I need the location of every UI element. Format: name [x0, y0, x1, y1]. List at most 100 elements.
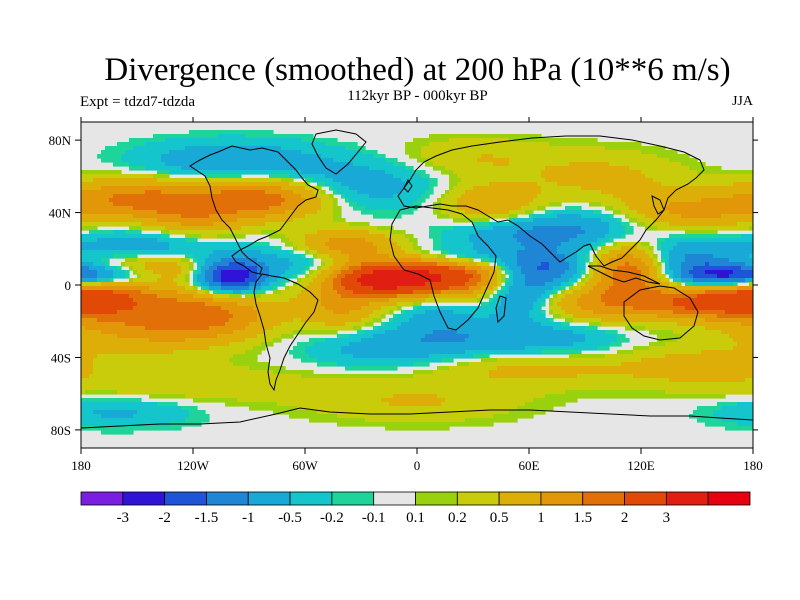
- contour-cell: [693, 282, 734, 287]
- contour-cell: [609, 226, 626, 231]
- contour-cell: [81, 414, 102, 419]
- contour-cell: [289, 182, 306, 187]
- contour-cell: [409, 318, 534, 323]
- contour-cell: [81, 290, 114, 295]
- coastline-africa: [389, 205, 497, 331]
- contour-cell: [705, 318, 753, 323]
- contour-cell: [337, 334, 350, 339]
- contour-cell: [557, 214, 582, 219]
- contour-cell: [385, 170, 414, 175]
- contour-cell: [137, 302, 206, 307]
- contour-cell: [141, 222, 182, 227]
- contour-cell: [85, 326, 146, 331]
- contour-cell: [333, 218, 346, 223]
- contour-cell: [513, 270, 522, 275]
- contour-cell: [589, 262, 594, 267]
- contour-cell: [221, 286, 250, 291]
- contour-cell: [613, 194, 734, 199]
- contour-cell: [505, 294, 542, 299]
- contour-cell: [601, 242, 606, 247]
- contour-cell: [601, 274, 614, 279]
- contour-cell: [349, 202, 358, 207]
- contour-cell: [745, 278, 753, 283]
- contour-cell: [157, 238, 186, 243]
- contour-cell: [249, 322, 282, 327]
- contour-cell: [133, 206, 270, 211]
- contour-cell: [465, 254, 490, 259]
- contour-cell: [413, 242, 418, 247]
- contour-cell: [293, 318, 302, 323]
- contour-cell: [509, 158, 670, 163]
- contour-cell: [161, 234, 170, 239]
- contour-cell: [421, 254, 438, 259]
- contour-cell: [581, 186, 753, 191]
- contour-cell: [93, 358, 230, 363]
- contour-cell: [697, 406, 722, 411]
- contour-cell: [673, 278, 682, 283]
- contour-cell: [285, 198, 306, 203]
- coastline-south-america: [253, 273, 319, 392]
- contour-cell: [717, 402, 738, 407]
- contour-cell: [125, 230, 142, 235]
- contour-cell: [249, 274, 258, 279]
- contour-cell: [301, 290, 322, 295]
- contour-cell: [177, 274, 186, 279]
- contour-cell: [669, 258, 686, 263]
- contour-cell: [513, 278, 526, 283]
- contour-cell: [289, 174, 326, 179]
- contour-cell: [81, 258, 102, 263]
- contour-cell: [449, 178, 462, 183]
- contour-cell: [649, 246, 654, 251]
- contour-cell: [473, 274, 482, 279]
- contour-cell: [593, 262, 598, 267]
- contour-cell: [677, 282, 682, 287]
- contour-cell: [341, 350, 466, 355]
- contour-cell: [385, 234, 406, 239]
- contour-cell: [81, 330, 102, 335]
- contour-cell: [441, 230, 478, 235]
- contour-cell: [713, 414, 753, 419]
- contour-cell: [317, 210, 334, 215]
- contour-cell: [209, 346, 254, 351]
- contour-cell: [565, 258, 578, 263]
- contour-cell: [81, 274, 98, 279]
- contour-cell: [377, 250, 406, 255]
- contour-cell: [325, 182, 342, 187]
- contour-cell: [305, 214, 334, 219]
- contour-cell: [689, 166, 722, 171]
- contour-cell: [273, 246, 282, 251]
- contour-cell: [569, 162, 610, 167]
- contour-cell: [525, 246, 558, 251]
- contour-cell: [305, 186, 318, 191]
- contour-cell: [333, 286, 346, 291]
- contour-cell: [333, 206, 342, 211]
- contour-cell: [645, 282, 658, 287]
- contour-cell: [537, 182, 558, 187]
- contour-cell: [433, 238, 442, 243]
- contour-cell: [477, 294, 486, 299]
- contour-cell: [165, 226, 242, 231]
- contour-cell: [577, 254, 586, 259]
- contour-cell: [585, 230, 610, 235]
- contour-cell: [461, 178, 546, 183]
- contour-cell: [357, 278, 442, 283]
- contour-cell: [565, 290, 574, 295]
- contour-cell: [413, 306, 418, 311]
- contour-cell: [129, 266, 134, 271]
- contour-cell: [585, 326, 598, 331]
- lat-tick-label: 40S: [51, 350, 71, 365]
- contour-cell: [653, 262, 658, 267]
- contour-cell: [601, 294, 698, 299]
- contour-cell: [301, 270, 306, 275]
- contour-cell: [609, 262, 626, 267]
- contour-cell: [157, 294, 194, 299]
- contour-cell: [325, 278, 334, 283]
- contour-cell: [321, 198, 334, 203]
- colorbar-label: -3: [117, 510, 130, 526]
- contour-cell: [81, 186, 102, 191]
- contour-cell: [465, 270, 478, 275]
- contour-cell: [309, 338, 326, 343]
- contour-cell: [257, 318, 294, 323]
- contour-cell: [313, 342, 350, 347]
